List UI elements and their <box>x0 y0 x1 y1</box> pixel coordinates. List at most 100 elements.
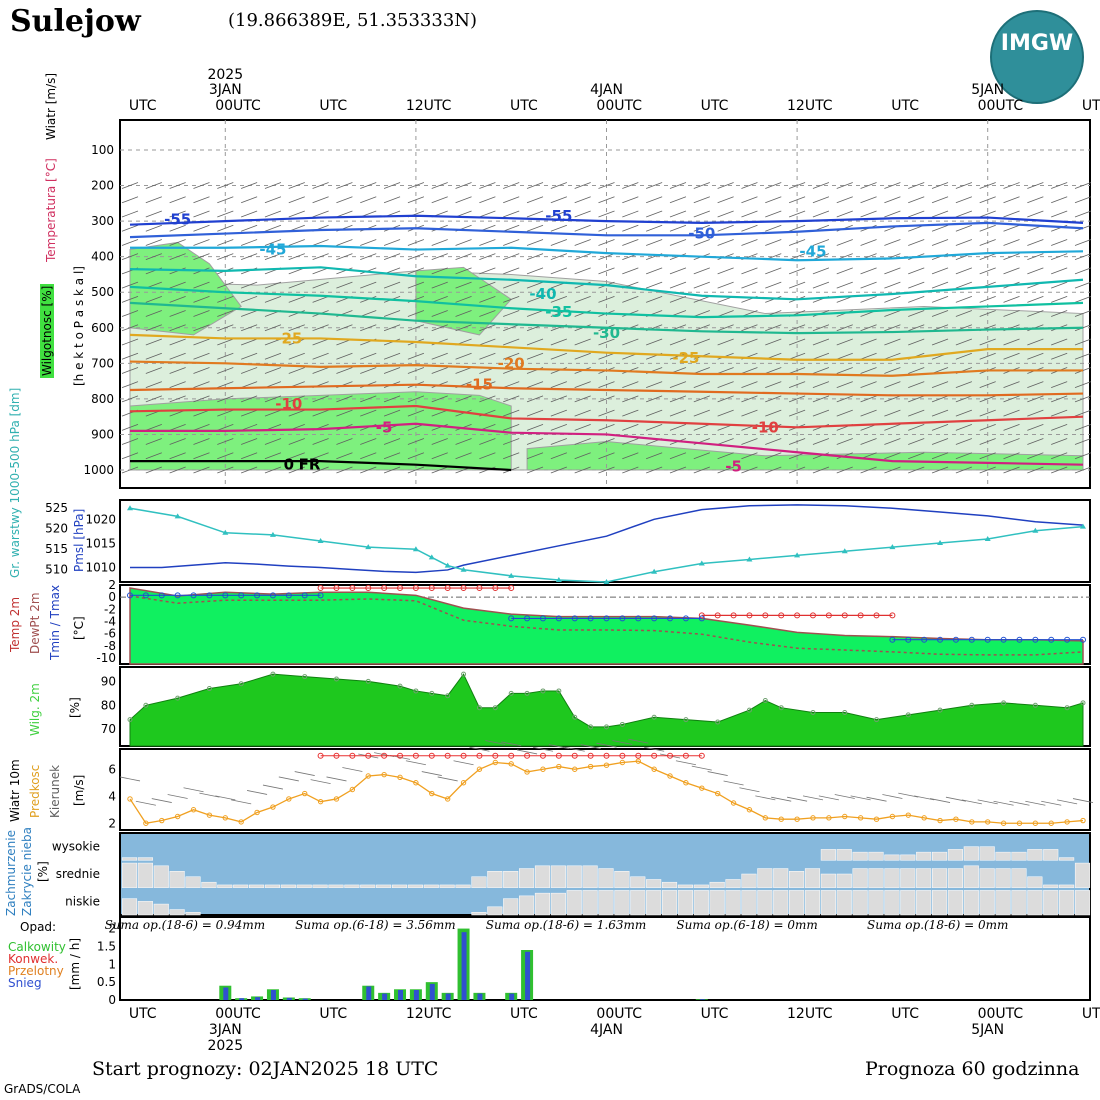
wind-barb <box>407 409 425 417</box>
wind-barb <box>312 338 329 346</box>
wind-barb <box>574 438 591 445</box>
precip-sum-label: Suma op.(18-6) = 0.94mm <box>105 918 266 932</box>
wind-barb <box>1051 409 1068 417</box>
p5-tick: 4 <box>108 789 116 803</box>
time-label-top: UTC <box>891 98 919 114</box>
time-label-bottom: 00UTC <box>596 1006 642 1022</box>
wind-barb <box>383 367 401 374</box>
wind-barb <box>121 196 139 204</box>
wind-barb <box>455 438 472 445</box>
wind-barb <box>169 466 186 474</box>
wind-barb <box>145 452 162 460</box>
wind-barb <box>884 295 901 303</box>
wind-barb <box>288 409 305 417</box>
wind-barb <box>717 452 734 460</box>
p3-tick: -2 <box>104 602 116 616</box>
time-label-top: 00UTC <box>215 98 261 114</box>
wind-direction-barb <box>596 742 617 748</box>
wind-direction-barb <box>898 792 919 798</box>
cloud-cover-bar <box>503 871 519 888</box>
wind-barb <box>121 210 139 218</box>
wind-barb <box>860 182 877 189</box>
cloud-cover-bar <box>233 884 249 888</box>
wind-barb <box>145 324 162 332</box>
wind-barb <box>812 253 830 261</box>
wind-barb <box>240 409 258 417</box>
wind-barb <box>145 295 162 303</box>
wind-barb <box>526 352 544 360</box>
cloud-cover-bar <box>360 884 376 888</box>
wind-barb <box>741 438 758 445</box>
wind-barb <box>931 267 949 275</box>
wind-barb <box>169 381 186 389</box>
wind-barb <box>455 239 472 246</box>
humidity2m-point <box>238 681 244 687</box>
precip-sum-label: Suma op.(18-6) = 0mm <box>867 918 1008 932</box>
p1-tick-label: 600 <box>91 321 114 335</box>
wind-barb <box>550 239 567 246</box>
time-label-bottom: 12UTC <box>787 1006 833 1022</box>
wind-barb <box>598 409 615 417</box>
p5-tick: 6 <box>108 762 116 776</box>
humidity2m-point <box>905 712 911 718</box>
wind-barb <box>788 281 806 289</box>
wind-barb <box>812 196 830 204</box>
wind-barb <box>479 182 496 189</box>
tmax-point <box>365 585 372 592</box>
wind-barb <box>431 196 448 204</box>
wind-barb <box>765 452 782 460</box>
cloud-cover-bar <box>963 865 979 888</box>
wind-barb <box>383 452 401 460</box>
wind-barb <box>955 352 973 360</box>
wind-barb <box>1051 438 1068 445</box>
wind-speed-point <box>1064 819 1070 825</box>
wind-barb <box>931 338 949 346</box>
cloud-cover-bar <box>121 857 138 861</box>
wind-barb <box>169 196 186 204</box>
wind-barb <box>574 409 591 417</box>
layer-point <box>698 560 705 566</box>
wind-barb <box>669 210 687 218</box>
precip-sum-label: Suma op.(6-18) = 3.56mm <box>295 918 456 932</box>
humidity2m-point <box>127 717 133 723</box>
cloud-cover-bar <box>582 865 598 888</box>
cloud-cover-bar <box>121 862 138 888</box>
wind-barb <box>836 210 853 218</box>
isotherm-line <box>129 214 1084 226</box>
humidity2m-point <box>937 707 943 713</box>
humidity2m-point <box>1032 702 1038 708</box>
wind-barb <box>288 452 305 460</box>
precip-snow-bar <box>255 997 261 1000</box>
wind-direction-barb <box>532 746 554 752</box>
wind-barb <box>717 367 734 374</box>
p1-tick-label: 400 <box>91 250 114 264</box>
wind-barb <box>455 182 472 189</box>
isotherm-label: -15 <box>466 376 493 394</box>
wind-direction-barb <box>914 795 935 801</box>
wind-barb <box>550 423 567 431</box>
wind-barb <box>407 395 425 403</box>
wind-barb <box>288 239 305 246</box>
cloud-cover-bar <box>900 854 916 861</box>
wind-barb <box>264 409 282 417</box>
wind-barb <box>622 210 639 218</box>
wind-barb <box>836 381 853 389</box>
layer-point <box>269 531 276 537</box>
wind-barb <box>1027 395 1044 403</box>
wind-barb <box>336 466 353 474</box>
wind-direction-barb <box>675 760 696 766</box>
wind-barb <box>383 324 401 332</box>
cloud-cover-bar <box>1027 876 1043 888</box>
tmax-point <box>444 585 451 592</box>
wind-barb <box>479 324 496 332</box>
cloud-cover-bar <box>137 857 153 861</box>
wind-max-point <box>555 752 562 759</box>
tmin-point <box>667 615 674 622</box>
wind-barb <box>693 466 710 474</box>
wind-barb <box>765 324 782 332</box>
precip-snow-bar <box>223 987 229 1000</box>
cloud-cover-bar <box>661 881 678 888</box>
time-label-bottom: 12UTC <box>406 1006 452 1022</box>
wind-barb <box>264 295 282 303</box>
wind-barb <box>217 438 234 445</box>
